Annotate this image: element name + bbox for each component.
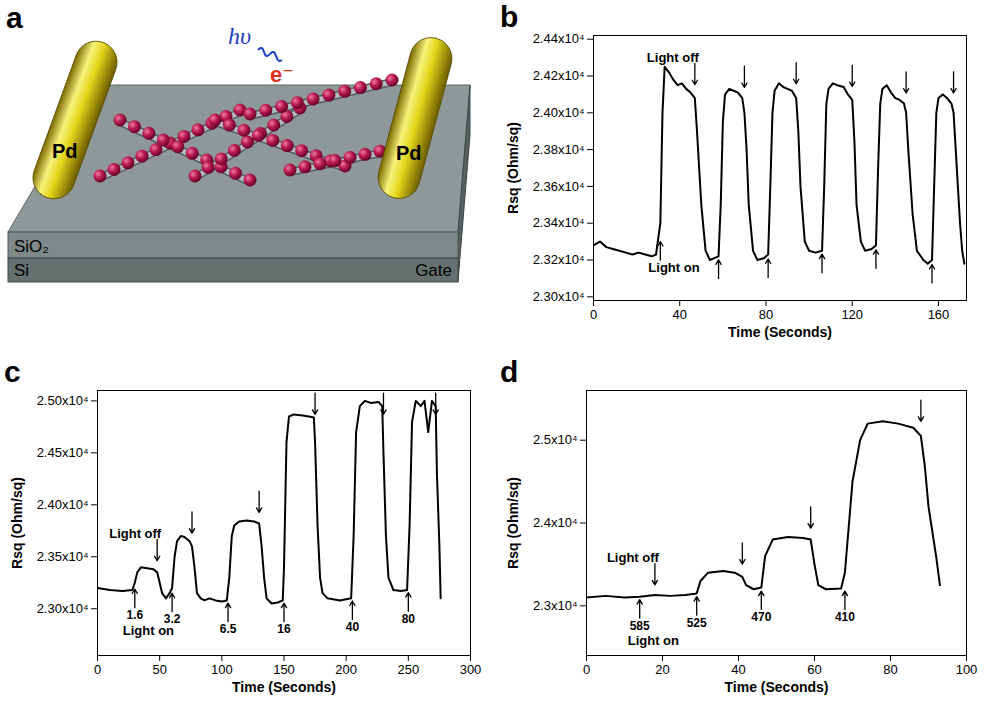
svg-text:0: 0 [583, 662, 590, 677]
svg-text:585: 585 [630, 619, 650, 633]
svg-text:hυ: hυ [228, 23, 251, 49]
svg-text:Light on: Light on [628, 633, 679, 648]
svg-text:16: 16 [277, 622, 291, 636]
svg-text:150: 150 [273, 662, 295, 677]
svg-text:2.50x10⁴: 2.50x10⁴ [37, 393, 89, 408]
svg-text:a: a [6, 1, 23, 34]
svg-text:80: 80 [402, 612, 416, 626]
svg-text:120: 120 [841, 307, 863, 322]
svg-text:2.40x10⁴: 2.40x10⁴ [533, 105, 585, 120]
svg-text:300: 300 [460, 662, 482, 677]
svg-text:200: 200 [335, 662, 357, 677]
svg-text:Rsq (Ohm/sq): Rsq (Ohm/sq) [505, 122, 521, 214]
svg-text:2.32x10⁴: 2.32x10⁴ [533, 252, 585, 267]
svg-text:3.2: 3.2 [163, 612, 181, 627]
svg-text:2.40x10⁴: 2.40x10⁴ [37, 497, 89, 512]
svg-text:2.38x10⁴: 2.38x10⁴ [533, 142, 585, 157]
svg-text:250: 250 [397, 662, 419, 677]
svg-text:0: 0 [590, 307, 597, 322]
svg-text:Pd: Pd [52, 140, 78, 162]
svg-text:2.34x10⁴: 2.34x10⁴ [533, 215, 585, 230]
svg-text:Pd: Pd [396, 142, 422, 164]
svg-text:160: 160 [928, 307, 950, 322]
svg-text:Si: Si [14, 261, 29, 280]
svg-text:2.35x10⁴: 2.35x10⁴ [37, 549, 89, 564]
svg-text:470: 470 [751, 610, 771, 624]
svg-text:2.3x10⁴: 2.3x10⁴ [533, 598, 578, 613]
svg-text:2.5x10⁴: 2.5x10⁴ [533, 432, 578, 447]
svg-text:SiO₂: SiO₂ [14, 237, 49, 256]
svg-text:2.36x10⁴: 2.36x10⁴ [533, 179, 585, 194]
svg-text:100: 100 [211, 662, 233, 677]
svg-text:Gate: Gate [415, 261, 452, 280]
svg-text:Light off: Light off [109, 526, 162, 541]
svg-text:e⁻: e⁻ [270, 62, 294, 87]
svg-text:Light on: Light on [123, 623, 174, 638]
html-text:c: c [4, 355, 21, 388]
svg-text:2.30x10⁴: 2.30x10⁴ [37, 601, 89, 616]
svg-text:Rsq (Ohm/sq): Rsq (Ohm/sq) [9, 477, 25, 569]
svg-text:2.42x10⁴: 2.42x10⁴ [533, 68, 585, 83]
svg-text:2.4x10⁴: 2.4x10⁴ [533, 515, 578, 530]
html-text:b: b [500, 0, 519, 33]
svg-text:60: 60 [807, 662, 821, 677]
svg-text:Time (Seconds): Time (Seconds) [725, 679, 829, 695]
svg-text:2.45x10⁴: 2.45x10⁴ [37, 445, 89, 460]
html-text:d: d [500, 355, 519, 388]
svg-text:20: 20 [655, 662, 669, 677]
svg-text:80: 80 [883, 662, 897, 677]
svg-text:6.5: 6.5 [220, 622, 237, 636]
svg-text:80: 80 [759, 307, 773, 322]
svg-text:40: 40 [673, 307, 687, 322]
svg-text:Light on: Light on [648, 260, 699, 275]
svg-text:2.30x10⁴: 2.30x10⁴ [533, 289, 585, 304]
svg-text:Light off: Light off [647, 50, 700, 65]
svg-text:Light off: Light off [607, 550, 660, 565]
svg-text:0: 0 [94, 662, 101, 677]
svg-text:40: 40 [346, 620, 360, 634]
svg-text:100: 100 [956, 662, 978, 677]
svg-text:50: 50 [152, 662, 166, 677]
svg-text:Rsq (Ohm/sq): Rsq (Ohm/sq) [505, 477, 521, 569]
svg-text:Time (Seconds): Time (Seconds) [728, 324, 832, 340]
svg-text:410: 410 [835, 610, 855, 624]
svg-text:40: 40 [731, 662, 745, 677]
svg-text:1.6: 1.6 [126, 608, 143, 622]
svg-text:2.44x10⁴: 2.44x10⁴ [533, 31, 585, 46]
svg-text:Time (Seconds): Time (Seconds) [232, 679, 336, 695]
svg-text:525: 525 [687, 616, 707, 630]
